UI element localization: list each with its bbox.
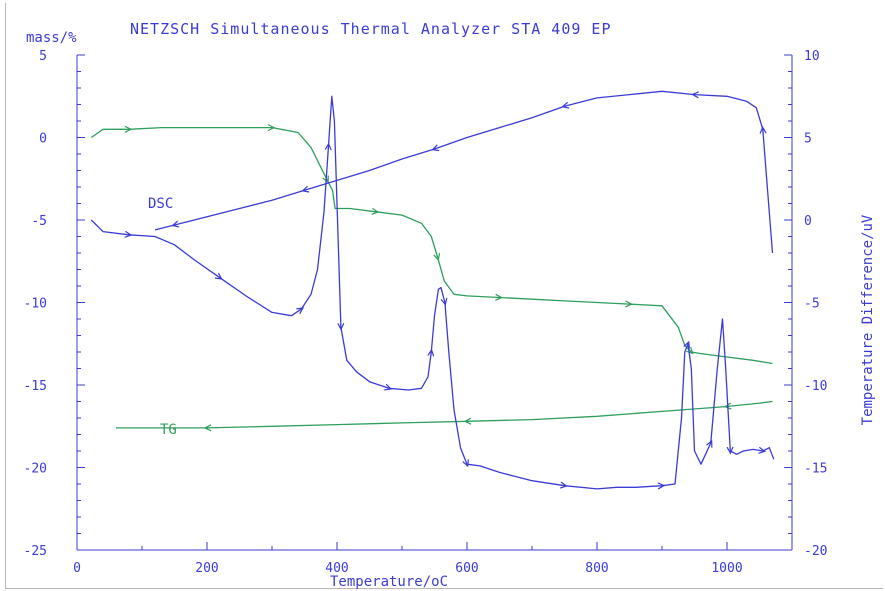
- y-right-tick-label: -10: [804, 379, 827, 394]
- dsc-direction-arrow: [758, 446, 767, 454]
- dsc-direction-arrow: [296, 307, 305, 315]
- dsc-direction-arrow: [427, 348, 435, 357]
- tg-curve-segment-1: [116, 400, 773, 429]
- tg-direction-arrow: [495, 293, 503, 301]
- tg-direction-arrow: [433, 253, 441, 262]
- tg-direction-arrow: [625, 300, 633, 308]
- y-right-tick-label: -20: [804, 544, 827, 559]
- dsc-direction-arrow: [683, 340, 690, 349]
- dsc-direction-arrow: [691, 91, 699, 99]
- axes: 0 200 400 600 800 1000 5 0 -5 -10 -15 -20 -25 10 5 0 -5 -…: [24, 49, 828, 576]
- y-right-tick-label: -15: [804, 462, 827, 477]
- dsc-direction-arrow: [214, 272, 223, 280]
- tg-direction-arrow: [723, 402, 732, 410]
- dsc-direction-arrow: [337, 322, 345, 331]
- dsc-direction-arrow: [706, 439, 713, 448]
- y-left-tick-label: 5: [39, 49, 47, 64]
- dsc-annotation: DSC: [148, 196, 173, 212]
- chart-title: NETZSCH Simultaneous Thermal Analyzer ST…: [130, 20, 611, 38]
- dsc-direction-arrow: [384, 383, 393, 391]
- dsc-direction-arrow: [440, 297, 448, 306]
- tg-direction-arrow: [203, 424, 212, 432]
- dsc-direction-arrow: [759, 125, 767, 134]
- tg-direction-arrow: [371, 207, 380, 215]
- dsc-direction-arrow: [559, 481, 568, 489]
- tg-direction-arrow: [267, 124, 276, 132]
- x-tick-label: 1000: [711, 561, 742, 576]
- y-right-tick-label: 10: [804, 49, 820, 64]
- y-left-tick-label: -20: [24, 462, 47, 477]
- y-left-label: mass/%: [26, 30, 77, 46]
- dsc-direction-arrow: [124, 230, 133, 238]
- dsc-curve-segment-1: [154, 90, 774, 254]
- dsc-direction-arrow: [462, 459, 469, 468]
- dsc-direction-arrow: [561, 101, 570, 109]
- dsc-direction-arrow: [657, 482, 666, 490]
- x-tick-label: 800: [585, 561, 608, 576]
- tg-direction-arrow: [463, 417, 472, 425]
- y-right-tick-label: 0: [804, 214, 812, 229]
- dsc-direction-arrow: [171, 220, 180, 228]
- dsc-direction-arrow: [324, 142, 332, 151]
- x-tick-label: 0: [73, 561, 81, 576]
- dsc-curve-segment-0: [90, 95, 775, 490]
- tg-direction-arrow: [124, 125, 133, 133]
- dsc-direction-arrow: [301, 185, 310, 193]
- dsc-direction-arrow: [431, 144, 440, 152]
- x-tick-label: 200: [195, 561, 218, 576]
- y-right-tick-label: 5: [804, 132, 812, 147]
- y-left-tick-label: -25: [24, 544, 47, 559]
- x-tick-label: 600: [455, 561, 478, 576]
- tg-direction-arrow: [322, 175, 329, 184]
- x-axis-label: Temperature/oC: [330, 574, 448, 590]
- y-left-tick-label: -5: [31, 214, 47, 229]
- x-tick-label: 400: [325, 561, 348, 576]
- y-left-tick-label: -10: [24, 297, 47, 312]
- y-right-label: Temperature Difference/uV: [860, 214, 876, 425]
- y-left-tick-label: -15: [24, 379, 47, 394]
- y-right-tick-label: -5: [804, 297, 820, 312]
- curves: [90, 90, 775, 490]
- y-left-tick-label: 0: [39, 132, 47, 147]
- tg-curve-segment-0: [90, 126, 773, 365]
- dsc-direction-arrow: [726, 446, 734, 455]
- chart-frame: [5, 3, 883, 589]
- tg-annotation: TG: [160, 422, 177, 438]
